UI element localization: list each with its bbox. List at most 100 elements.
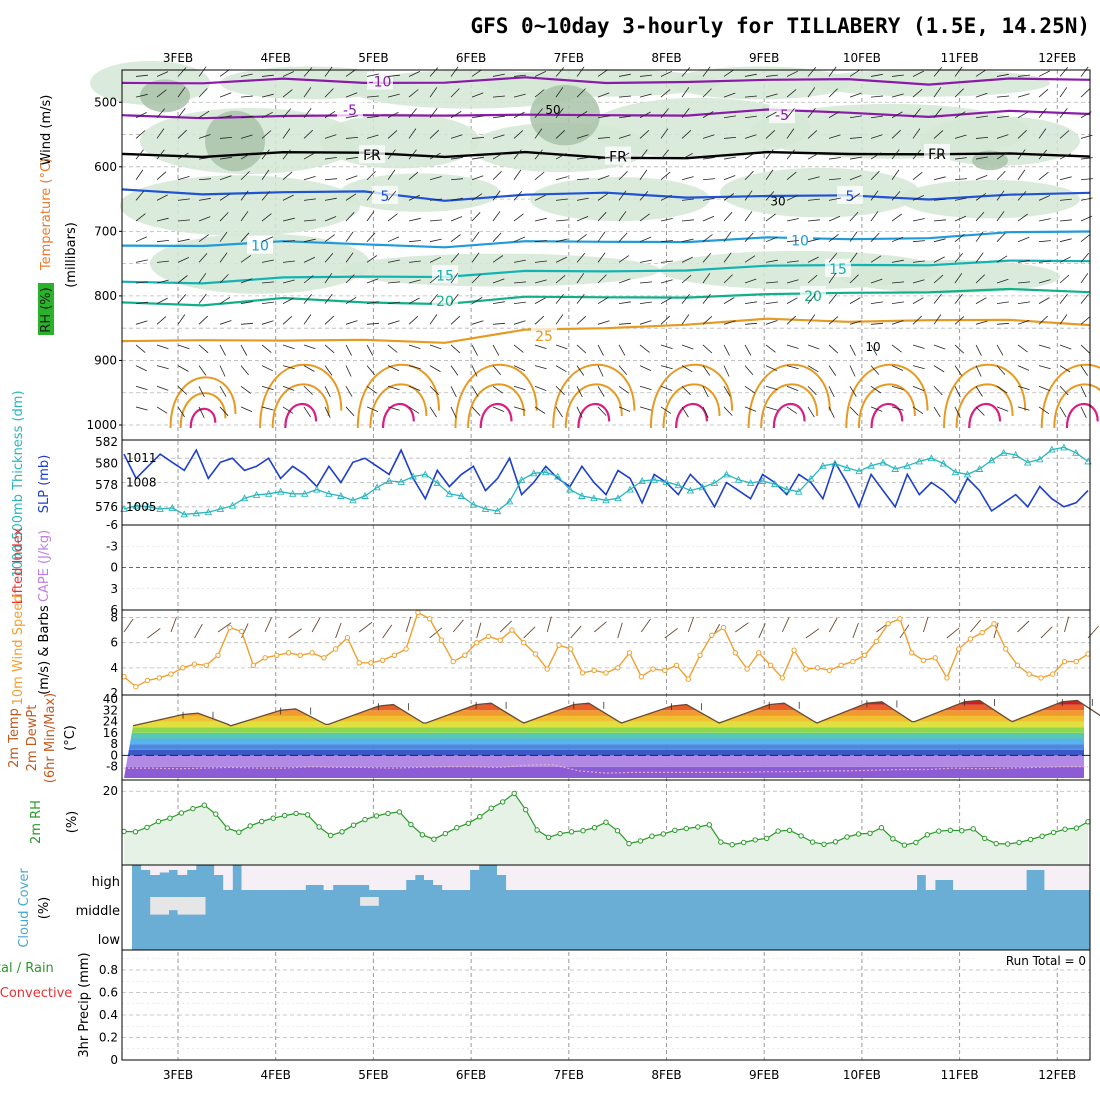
wind-barb — [177, 107, 186, 119]
wind-barb — [996, 255, 1008, 263]
wind-barb — [891, 111, 903, 119]
wind-barb — [282, 71, 295, 77]
wind-barb — [1038, 260, 1051, 263]
wind-barb — [198, 234, 209, 243]
wind-barb — [975, 156, 988, 160]
wind-barb — [534, 89, 545, 98]
wind-barb — [555, 176, 568, 181]
wind-barb — [807, 256, 819, 263]
wind-barb — [408, 297, 420, 305]
wind-barb — [870, 278, 883, 284]
wind-speed-point — [603, 670, 609, 676]
thickness-point — [698, 483, 707, 491]
cloud-high-gap — [259, 865, 270, 890]
wind-barb — [492, 211, 501, 222]
wind-barb — [933, 176, 946, 181]
wind-barb — [366, 211, 375, 222]
wind-barb — [870, 385, 882, 394]
wind-barb — [618, 255, 630, 263]
thickness-point — [349, 496, 357, 504]
wind-barb — [534, 385, 547, 391]
cloud-mid-gap — [369, 897, 379, 906]
temp-band — [124, 749, 1084, 756]
wind-barb — [786, 149, 795, 160]
wind-barb — [1059, 153, 1071, 160]
wind-barb — [912, 385, 925, 392]
wind-barb — [156, 316, 167, 325]
rh2m-point — [201, 802, 208, 808]
rh-shading — [900, 179, 1080, 219]
wind-barb — [1038, 70, 1050, 77]
wind-barb — [492, 344, 500, 356]
precip-tick-label: 0.8 — [99, 963, 118, 977]
rh2m-point — [465, 820, 471, 826]
wind-barb — [156, 406, 168, 414]
wind-barb — [639, 149, 648, 160]
thickness-point — [421, 470, 430, 478]
wind-barb — [849, 274, 859, 284]
wind-barb — [807, 153, 819, 160]
wind-barb — [1080, 178, 1093, 181]
wind-barb — [849, 386, 857, 397]
rh2m-point — [786, 827, 793, 833]
cloud-high-gap — [1080, 865, 1091, 890]
wind-barb — [723, 69, 735, 77]
wind-barb — [450, 178, 464, 181]
wind-barb — [1080, 386, 1087, 398]
wind-speed-point — [497, 637, 503, 643]
rh2m-point — [970, 826, 976, 832]
wind-barb — [408, 406, 420, 414]
wind-barb — [177, 344, 190, 350]
wind-barb — [975, 252, 984, 263]
date-label-bottom: 9FEB — [749, 1068, 779, 1082]
rh2m-point — [1050, 829, 1057, 836]
wind-barb — [954, 293, 963, 304]
wind-barb — [513, 74, 526, 77]
wind-barb — [1038, 195, 1051, 201]
profile-ylabel: (millibars) — [64, 222, 79, 288]
thickness-point — [1060, 443, 1068, 451]
thickness-point — [566, 485, 574, 493]
wind-barb — [324, 88, 334, 98]
wind-barb — [1080, 294, 1089, 304]
cloud-high-gap — [642, 865, 653, 890]
wind-speed-point — [262, 655, 268, 661]
wind-barb — [366, 152, 378, 160]
wind-barb — [156, 385, 169, 391]
thickness-point — [903, 461, 912, 469]
rh2m-point — [729, 842, 735, 848]
wind-barb — [954, 272, 963, 284]
wind-barb — [744, 211, 753, 222]
wind-barb — [723, 137, 737, 139]
wind-speed-point — [544, 666, 550, 672]
wind-barb — [303, 87, 312, 98]
wind-barb — [786, 89, 797, 98]
wind-barb — [555, 87, 564, 98]
wind-barb — [387, 301, 400, 305]
wind-barb — [786, 315, 796, 325]
wind-barb — [324, 253, 334, 263]
wind-barb — [513, 365, 526, 372]
thickness-point — [638, 476, 646, 484]
low-level-isotherm — [857, 383, 916, 429]
wind-barb — [912, 195, 925, 201]
wind-barb — [135, 112, 147, 119]
wind-barb — [303, 314, 312, 325]
wind-barb — [891, 213, 902, 222]
wind-barb — [471, 69, 483, 77]
wind-barb — [219, 406, 229, 417]
thickness-point — [987, 456, 996, 464]
wind-barb — [1038, 344, 1051, 349]
rh2m-point — [1005, 841, 1011, 847]
wind-barb — [912, 240, 925, 243]
wind-barb — [555, 365, 567, 373]
wind-barb-10m — [335, 622, 342, 639]
wind-barb — [429, 152, 441, 160]
contour-label-FR: FR — [609, 149, 627, 165]
run-total-annotation: Run Total = 0 — [1006, 954, 1086, 968]
wind-barb — [219, 252, 228, 263]
wind-barb — [870, 134, 883, 139]
li-tick-label: 6 — [110, 603, 118, 617]
rh-legend-swatch — [38, 283, 54, 335]
wind-barb — [870, 365, 880, 375]
